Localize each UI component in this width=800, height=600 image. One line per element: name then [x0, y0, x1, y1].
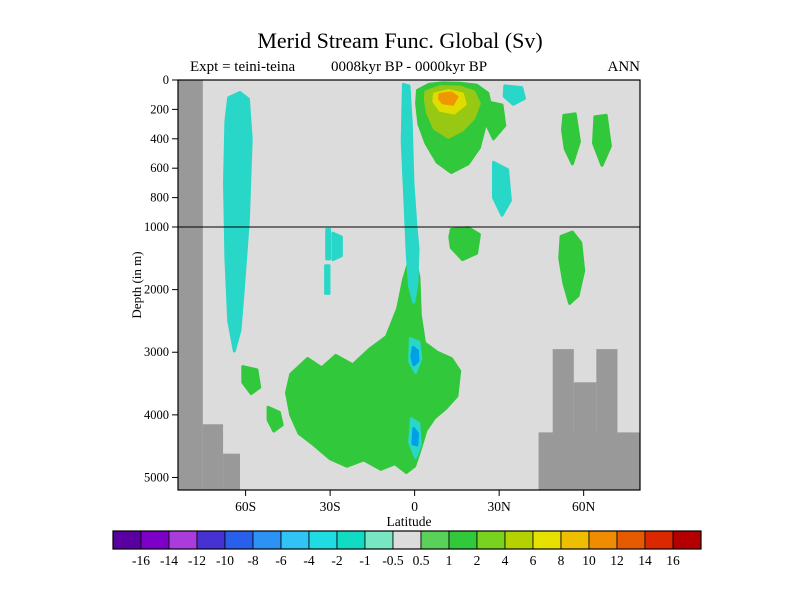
- y-tick-label: 3000: [144, 345, 169, 359]
- colorbar-label: -12: [188, 553, 206, 568]
- region-right-deep-green: [558, 230, 586, 305]
- region-deep-oval-1-core: [410, 345, 420, 367]
- colorbar-segment: [616, 530, 646, 550]
- colorbar-segment: [280, 530, 310, 550]
- region-streak-30s-b: [324, 264, 331, 295]
- colorbar-frame: [112, 530, 702, 550]
- colorbar-segment: [140, 530, 170, 550]
- colorbar-segment: [336, 530, 366, 550]
- colorbar: -16 -14 -12 -10 -8 -6 -4 -2 -1 -0.5 0.5 1 2 4 6 8 10 12 14…: [112, 530, 702, 568]
- subtitle-period: 0008kyr BP - 0000kyr BP: [330, 59, 488, 75]
- y-axis-label: Depth (in m): [129, 251, 144, 318]
- colorbar-label: 14: [638, 553, 652, 568]
- colorbar-label: -8: [247, 553, 258, 568]
- y-tick-label: 400: [150, 132, 169, 146]
- colorbar-segment: [448, 530, 478, 550]
- y-tick-label: 600: [150, 161, 169, 175]
- colorbar-label: 8: [558, 553, 565, 568]
- x-axis-label: Latitude: [387, 514, 432, 529]
- colorbar-segment: [392, 530, 422, 550]
- x-axis: 60S 30S 0 30N 60N Latitude: [235, 490, 596, 529]
- colorbar-segment: [560, 530, 590, 550]
- x-tick-label: 60N: [572, 499, 596, 514]
- colorbar-segment: [112, 530, 142, 550]
- region-right-mid-green-1: [561, 112, 581, 166]
- colorbar-label: 10: [582, 553, 596, 568]
- y-tick-label: 1000: [144, 220, 169, 234]
- y-tick-label: 4000: [144, 408, 169, 422]
- region-green-below-line-north: [448, 226, 481, 262]
- colorbar-label: 16: [666, 553, 680, 568]
- colorbar-label: 0.5: [413, 553, 430, 568]
- region-tropics-orange-core: [437, 91, 459, 106]
- colorbar-segment: [420, 530, 450, 550]
- region-left-cyan-band: [223, 91, 253, 353]
- colorbar-label: 4: [502, 553, 509, 568]
- region-green-patch-sw-1: [241, 365, 262, 396]
- colorbar-label: -10: [216, 553, 234, 568]
- bathymetry-sw-base-step-2: [223, 453, 240, 490]
- bathymetry-ne-ridge-base: [538, 432, 640, 490]
- colorbar-segment: [504, 530, 534, 550]
- subtitle-season: ANN: [607, 59, 641, 75]
- colorbar-label: 6: [530, 553, 537, 568]
- y-tick-label: 5000: [144, 470, 169, 484]
- colorbar-segment: [364, 530, 394, 550]
- colorbar-segment: [644, 530, 674, 550]
- y-tick-label: 0: [163, 73, 169, 87]
- bathymetry: [178, 80, 640, 490]
- y-tick-label: 800: [150, 191, 169, 205]
- x-tick-label: 60S: [235, 499, 256, 514]
- colorbar-label: -4: [303, 553, 314, 568]
- colorbar-label: -16: [132, 553, 150, 568]
- region-deep-oval-2-core: [411, 427, 419, 447]
- region-streak-30s-a: [325, 228, 332, 261]
- region-abyssal-green-cell: [285, 255, 462, 474]
- region-right-mid-green-2: [592, 113, 612, 167]
- y-axis: 0 200 400 600 800 1000 2000 3000 4000 5000 Depth (…: [129, 73, 178, 484]
- colorbar-label: -2: [331, 553, 342, 568]
- subtitle-experiment: Expt = teini-teina: [190, 59, 296, 75]
- region-cyan-patch-30n-mid: [492, 160, 512, 217]
- x-tick-label: 30N: [488, 499, 512, 514]
- plot-frame: [177, 79, 641, 491]
- colorbar-segment: [672, 530, 702, 550]
- colorbar-segment: [532, 530, 562, 550]
- colorbar-segment: [252, 530, 282, 550]
- colorbar-label: -1: [359, 553, 370, 568]
- colorbar-segment: [196, 530, 226, 550]
- region-patch-30s: [331, 231, 343, 262]
- colorbar-segment: [588, 530, 618, 550]
- y-tick-label: 2000: [144, 283, 169, 297]
- colorbar-segment: [308, 530, 338, 550]
- x-tick-label: 0: [411, 499, 418, 514]
- colorbar-segment: [224, 530, 254, 550]
- y-tick-label: 200: [150, 102, 169, 116]
- bathymetry-antarctic-shelf: [178, 80, 203, 490]
- chart-title: Merid Stream Func. Global (Sv): [257, 28, 543, 53]
- colorbar-label: -6: [275, 553, 286, 568]
- x-tick-label: 30S: [320, 499, 341, 514]
- region-cyan-patch-35n-shallow: [502, 84, 526, 106]
- contour-regions: [223, 81, 612, 474]
- colorbar-label: -0.5: [382, 553, 404, 568]
- bathymetry-sw-base-step-1: [202, 424, 224, 490]
- region-green-patch-sw-2: [266, 405, 284, 433]
- colorbar-label: 2: [474, 553, 481, 568]
- colorbar-label: -14: [160, 553, 178, 568]
- colorbar-label: 12: [610, 553, 624, 568]
- colorbar-label: 1: [446, 553, 453, 568]
- colorbar-segment: [476, 530, 506, 550]
- colorbar-segment: [168, 530, 198, 550]
- region-tropics-green-east-lobe: [485, 100, 507, 141]
- region-central-cyan-column: [400, 82, 420, 304]
